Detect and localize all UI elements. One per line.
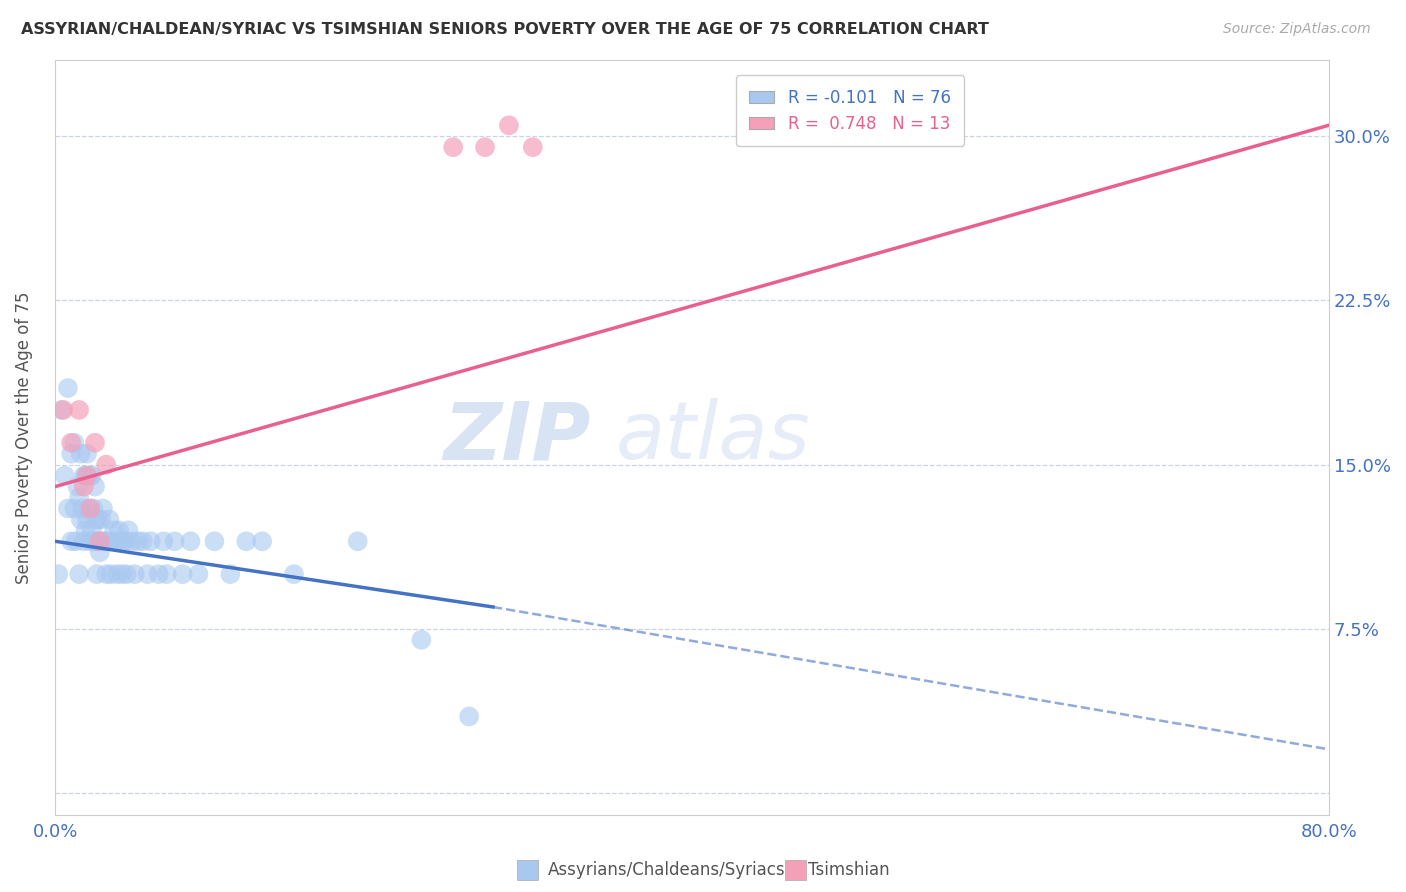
Point [60, 534, 83, 549]
Point [52, 403, 75, 417]
Text: Tsimshian: Tsimshian [808, 861, 890, 879]
Point [458, 709, 481, 723]
Point [100, 567, 122, 582]
Point [56, 381, 79, 395]
Point [87, 534, 110, 549]
Point [60, 447, 83, 461]
Point [104, 534, 127, 549]
Point [219, 567, 242, 582]
Point [411, 632, 433, 647]
Point [187, 567, 209, 582]
Point [163, 534, 186, 549]
Point [69, 512, 91, 526]
Point [76, 447, 98, 461]
Point [202, 534, 225, 549]
Point [84, 534, 107, 549]
Point [121, 534, 143, 549]
Point [89, 534, 111, 549]
Point [152, 534, 174, 549]
Legend: R = -0.101   N = 76, R =  0.748   N = 13: R = -0.101 N = 76, R = 0.748 N = 13 [735, 76, 965, 146]
Point [63, 501, 86, 516]
Point [79, 468, 101, 483]
Point [235, 534, 257, 549]
Text: Assyrians/Chaldeans/Syriacs: Assyrians/Chaldeans/Syriacs [548, 861, 786, 879]
Point [89, 545, 111, 559]
Point [65, 534, 87, 549]
Y-axis label: Seniors Poverty Over the Age of 75: Seniors Poverty Over the Age of 75 [15, 291, 32, 583]
Point [108, 524, 131, 538]
Text: ASSYRIAN/CHALDEAN/SYRIAC VS TSIMSHIAN SENIORS POVERTY OVER THE AGE OF 75 CORRELA: ASSYRIAN/CHALDEAN/SYRIAC VS TSIMSHIAN SE… [21, 22, 988, 37]
Point [96, 567, 118, 582]
Point [115, 567, 138, 582]
Point [90, 512, 112, 526]
Point [84, 479, 107, 493]
Point [91, 501, 114, 516]
Point [73, 468, 96, 483]
Point [110, 534, 132, 549]
Point [56, 501, 79, 516]
Point [97, 534, 120, 549]
Point [172, 567, 194, 582]
Point [82, 501, 104, 516]
Point [124, 567, 146, 582]
Point [441, 140, 464, 154]
Point [111, 567, 134, 582]
Point [105, 567, 128, 582]
Point [75, 524, 97, 538]
Point [53, 468, 76, 483]
Point [117, 524, 139, 538]
Point [87, 512, 110, 526]
Point [76, 512, 98, 526]
Point [48, 567, 70, 582]
Point [69, 447, 91, 461]
Point [73, 479, 96, 493]
Point [498, 118, 520, 132]
Point [75, 468, 97, 483]
Point [283, 567, 305, 582]
Text: atlas: atlas [616, 399, 810, 476]
Text: ZIP: ZIP [443, 399, 591, 476]
Point [80, 524, 103, 538]
Point [474, 140, 496, 154]
Point [51, 403, 73, 417]
Point [82, 534, 104, 549]
Point [93, 534, 115, 549]
Point [67, 491, 90, 505]
Point [114, 534, 136, 549]
Point [103, 524, 125, 538]
Point [180, 534, 202, 549]
Point [63, 435, 86, 450]
Point [91, 534, 114, 549]
Point [80, 468, 103, 483]
Point [139, 534, 162, 549]
Point [101, 534, 124, 549]
Point [66, 479, 89, 493]
Point [250, 534, 273, 549]
Point [60, 435, 83, 450]
Point [79, 501, 101, 516]
Point [86, 512, 108, 526]
Point [77, 501, 100, 516]
Point [86, 567, 108, 582]
Point [112, 534, 135, 549]
Point [132, 534, 155, 549]
Point [67, 403, 90, 417]
Point [98, 512, 121, 526]
Point [522, 140, 544, 154]
Point [346, 534, 368, 549]
Point [67, 567, 90, 582]
Point [79, 534, 101, 549]
Point [73, 534, 96, 549]
Point [84, 435, 107, 450]
Point [127, 534, 149, 549]
Point [148, 567, 170, 582]
Point [76, 468, 98, 483]
Point [156, 567, 179, 582]
Text: Source: ZipAtlas.com: Source: ZipAtlas.com [1223, 22, 1371, 37]
Point [136, 567, 159, 582]
Point [72, 501, 94, 516]
Point [96, 458, 118, 472]
